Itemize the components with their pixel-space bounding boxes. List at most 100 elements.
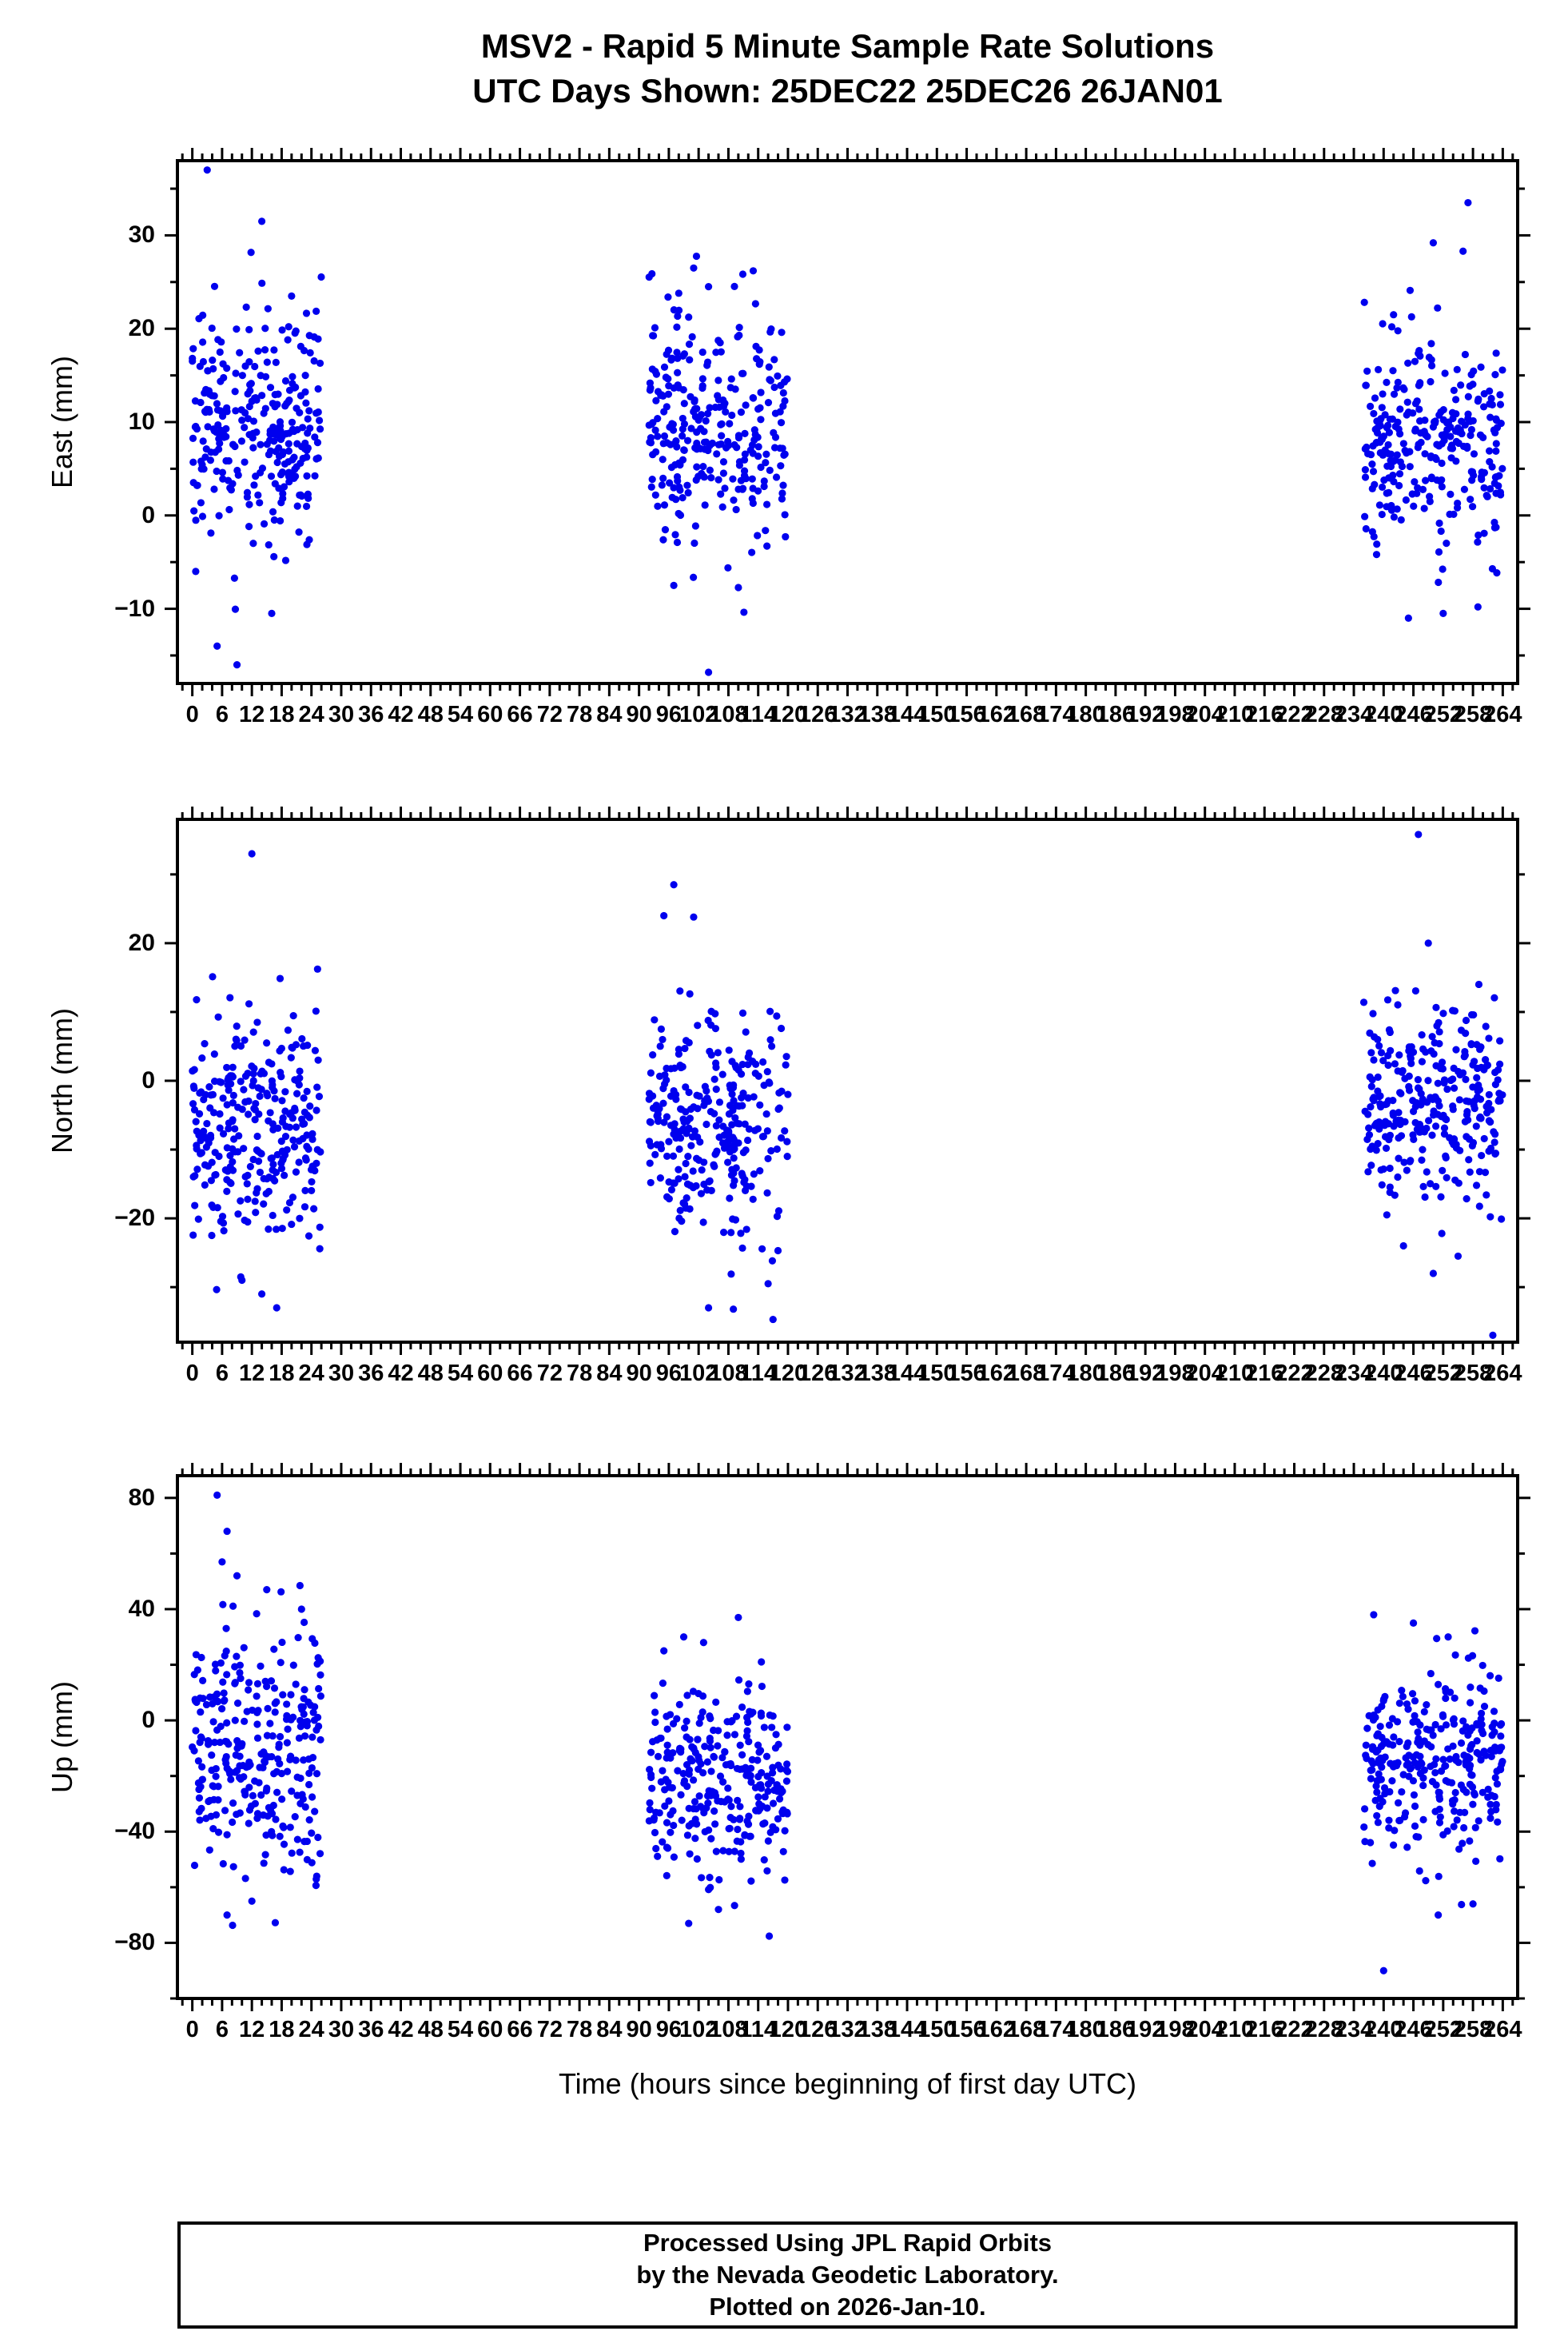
data-point xyxy=(717,490,725,498)
data-point xyxy=(241,424,249,432)
data-point xyxy=(700,1102,708,1110)
data-point xyxy=(190,1066,198,1074)
data-point xyxy=(1450,1084,1459,1092)
data-point xyxy=(734,333,742,341)
data-point xyxy=(239,1762,247,1770)
data-point xyxy=(287,1054,295,1062)
data-point xyxy=(1411,986,1419,995)
data-point xyxy=(1415,405,1423,413)
x-tick-label: 126 xyxy=(798,2017,838,2042)
data-point xyxy=(312,1007,320,1015)
data-point xyxy=(1437,527,1445,536)
data-point xyxy=(245,1686,253,1694)
data-point xyxy=(308,1763,316,1772)
data-point xyxy=(248,1897,256,1905)
x-tick-label: 258 xyxy=(1453,2017,1493,2042)
data-point xyxy=(258,279,266,287)
data-point xyxy=(773,1012,781,1020)
data-point xyxy=(314,1833,322,1842)
data-point xyxy=(1486,1213,1494,1221)
data-point xyxy=(725,1129,733,1137)
data-point xyxy=(734,1796,742,1804)
x-tick-label: 156 xyxy=(947,2017,986,2042)
data-point xyxy=(252,472,260,480)
x-tick-label: 48 xyxy=(417,2017,444,2042)
data-point xyxy=(203,1119,211,1128)
data-point xyxy=(214,1828,223,1836)
data-point xyxy=(246,1162,254,1170)
data-point xyxy=(734,1613,742,1622)
data-point xyxy=(688,333,696,341)
north-ytick-labels: −20 0 20 xyxy=(30,819,166,1342)
data-point xyxy=(261,346,269,354)
data-point xyxy=(202,444,210,453)
data-point xyxy=(211,1171,219,1179)
data-point xyxy=(673,349,681,357)
data-point xyxy=(1411,1802,1419,1811)
data-point xyxy=(732,505,740,514)
data-point xyxy=(1460,1751,1468,1759)
data-point xyxy=(700,473,708,481)
data-point xyxy=(1399,1692,1407,1701)
data-point xyxy=(736,1803,744,1811)
data-point xyxy=(308,1135,316,1143)
data-point xyxy=(217,377,225,385)
data-point xyxy=(676,1744,684,1752)
data-point xyxy=(686,990,694,998)
data-point xyxy=(730,1731,739,1739)
data-point xyxy=(218,468,227,476)
data-point xyxy=(1424,1117,1433,1125)
x-tick-label: 180 xyxy=(1066,2017,1105,2042)
data-point xyxy=(283,1767,292,1775)
data-point xyxy=(1438,483,1446,491)
x-tick-label: 24 xyxy=(298,1361,324,1386)
data-point xyxy=(670,484,678,492)
data-point xyxy=(754,1807,762,1815)
data-point xyxy=(1451,1176,1459,1184)
data-point xyxy=(1449,1742,1457,1750)
data-point xyxy=(289,1044,296,1052)
data-point xyxy=(738,1244,746,1252)
data-point xyxy=(300,1203,309,1211)
data-point xyxy=(710,1162,718,1170)
data-point xyxy=(651,1150,659,1158)
data-point xyxy=(704,283,713,291)
data-point xyxy=(299,1703,307,1711)
data-point xyxy=(1395,481,1403,490)
data-point xyxy=(193,1142,201,1150)
data-point xyxy=(233,1022,241,1030)
data-point xyxy=(1383,378,1391,386)
data-point xyxy=(706,466,714,474)
data-point xyxy=(693,463,701,471)
data-point xyxy=(277,1044,285,1053)
data-point xyxy=(192,516,200,524)
data-point xyxy=(1391,1827,1399,1835)
data-point xyxy=(1374,1819,1382,1827)
data-point xyxy=(659,456,667,464)
data-point xyxy=(301,388,309,396)
data-point xyxy=(744,1094,752,1102)
data-point xyxy=(663,1152,671,1161)
data-point xyxy=(312,307,320,315)
data-point xyxy=(199,1695,207,1703)
data-point xyxy=(233,1652,241,1660)
data-point xyxy=(1476,1684,1484,1692)
data-point xyxy=(1398,1787,1406,1796)
data-point xyxy=(231,1716,239,1724)
data-point xyxy=(281,377,290,385)
x-tick-label: 114 xyxy=(739,2017,778,2042)
data-point xyxy=(253,1610,261,1618)
data-point xyxy=(1487,1752,1495,1760)
data-point xyxy=(685,1766,694,1774)
data-point xyxy=(676,486,684,494)
data-point xyxy=(303,540,311,548)
data-point xyxy=(769,1315,777,1324)
data-point xyxy=(204,423,212,431)
data-point xyxy=(198,1763,206,1771)
x-tick-label: 192 xyxy=(1125,702,1165,727)
data-point xyxy=(714,440,722,448)
data-point xyxy=(1486,458,1494,466)
data-point xyxy=(1436,1813,1444,1821)
data-point xyxy=(668,1783,676,1792)
data-point xyxy=(690,1776,698,1784)
